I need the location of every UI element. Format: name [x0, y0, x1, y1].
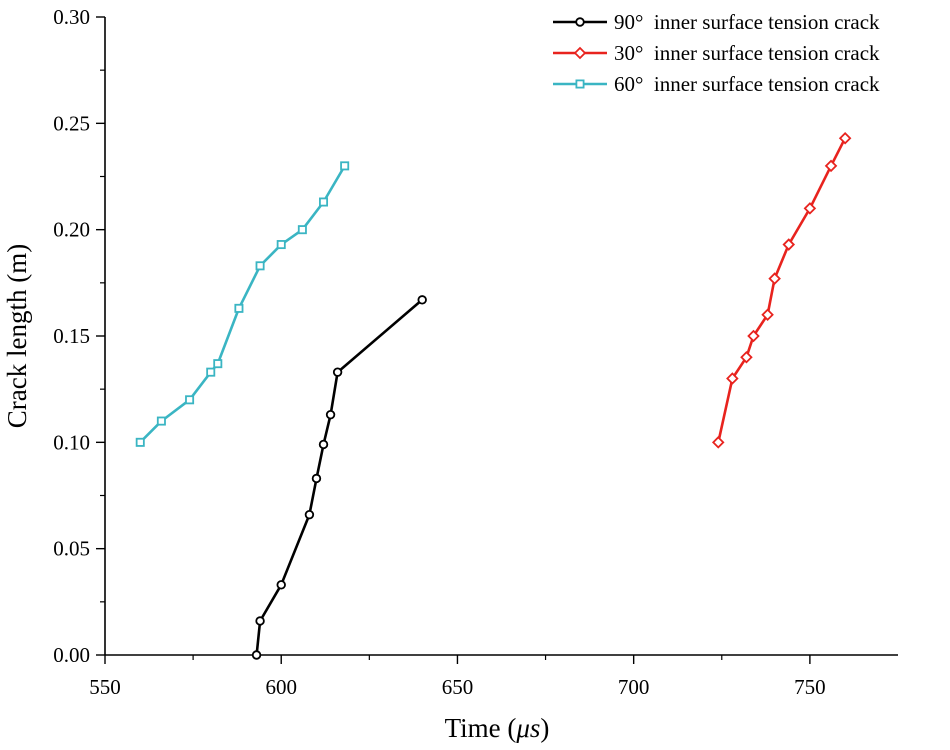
data-point: [726, 372, 739, 385]
legend-marker: [573, 46, 587, 60]
data-point: [417, 295, 427, 305]
data-point: [156, 416, 166, 426]
data-point: [251, 650, 262, 660]
legend-marker: [575, 17, 585, 27]
legend-item: 30° inner surface tension crack: [553, 41, 880, 65]
data-point: [838, 131, 852, 145]
series-1: [711, 131, 852, 449]
series-2: [135, 161, 350, 447]
data-point: [740, 350, 753, 364]
x-tick-label: 600: [265, 675, 297, 699]
y-tick-label: 0.05: [53, 537, 90, 561]
axes: 550 600 650 700 750 0.00 0.05 0.10 0.15 0.20 0.25 0…: [53, 5, 898, 699]
data-point: [255, 261, 265, 271]
data-point: [340, 161, 350, 171]
data-point: [325, 409, 336, 420]
x-axis-title: Time (μs): [445, 713, 550, 743]
data-point: [761, 308, 774, 322]
data-point: [332, 367, 343, 377]
y-tick-label: 0.25: [53, 111, 90, 135]
series-line: [717, 137, 847, 443]
data-point: [304, 509, 315, 520]
data-point: [768, 272, 781, 285]
data-point: [276, 240, 286, 250]
data-point: [206, 367, 216, 377]
y-tick-label: 0.30: [53, 5, 90, 29]
data-point: [135, 437, 145, 447]
data-point: [318, 439, 329, 450]
x-tick-label: 550: [89, 675, 121, 699]
x-tick-label: 750: [794, 675, 826, 699]
data-point: [185, 395, 195, 405]
y-axis-title: Crack length (m): [2, 244, 32, 428]
y-tick-label: 0.20: [53, 218, 90, 242]
series-line: [255, 298, 424, 656]
data-point: [311, 473, 322, 484]
legend-label: 60° inner surface tension crack: [614, 72, 880, 96]
data-point: [213, 359, 223, 369]
legend: 90° inner surface tension crack 30° inner…: [553, 10, 880, 96]
x-tick-label: 700: [618, 675, 650, 699]
data-point: [711, 436, 725, 449]
data-point: [276, 580, 286, 590]
data-point: [234, 303, 244, 313]
data-point: [803, 202, 817, 215]
data-point: [297, 225, 307, 235]
legend-label: 30° inner surface tension crack: [614, 41, 880, 65]
data-point: [747, 329, 760, 343]
y-tick-label: 0.10: [53, 430, 90, 454]
y-tick-label: 0.15: [53, 324, 90, 348]
data-point: [255, 616, 265, 626]
legend-item: 60° inner surface tension crack: [553, 72, 880, 96]
x-tick-label: 650: [442, 675, 474, 699]
legend-label: 90° inner surface tension crack: [614, 10, 880, 34]
data-point: [319, 197, 329, 207]
series-0: [251, 295, 427, 660]
data-point: [824, 159, 838, 173]
y-tick-label: 0.00: [53, 643, 90, 667]
legend-item: 90° inner surface tension crack: [553, 10, 880, 34]
data-point: [782, 238, 796, 251]
series-layer: [135, 131, 852, 660]
legend-marker: [575, 79, 585, 89]
